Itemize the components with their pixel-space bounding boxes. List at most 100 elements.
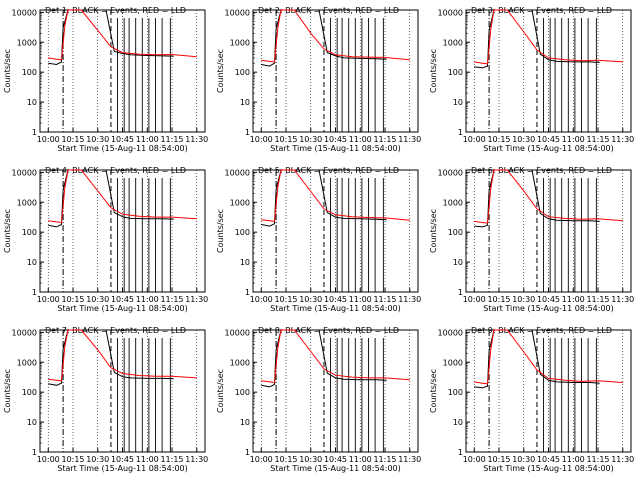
y-tick-label: 10000 xyxy=(225,8,250,17)
x-tick-label: 10:30 xyxy=(512,135,535,144)
x-tick-label: 10:00 xyxy=(250,455,273,464)
chart-panel-det-9: Det 9: BLACK = Events, RED = LLD11010010… xyxy=(429,326,634,473)
x-tick-label: 11:00 xyxy=(349,135,372,144)
series-lld-line xyxy=(261,329,410,384)
x-axis-label: Start Time (15-Aug-11 08:54:00) xyxy=(483,464,614,473)
series-events-line xyxy=(474,169,600,228)
x-tick-label: 11:30 xyxy=(185,135,208,144)
x-tick-label: 11:00 xyxy=(562,455,585,464)
x-tick-label: 11:30 xyxy=(611,295,634,304)
y-tick-label: 10000 xyxy=(225,328,250,337)
y-tick-label: 1000 xyxy=(230,198,250,207)
x-tick-label: 11:15 xyxy=(160,295,183,304)
x-tick-label: 10:30 xyxy=(86,455,109,464)
y-tick-label: 1000 xyxy=(443,38,463,47)
series-events-line xyxy=(261,9,387,67)
y-tick-label: 10 xyxy=(240,98,250,107)
y-tick-label: 1000 xyxy=(443,198,463,207)
x-axis-label: Start Time (15-Aug-11 08:54:00) xyxy=(270,304,401,313)
x-tick-label: 10:45 xyxy=(111,295,134,304)
x-tick-label: 11:00 xyxy=(349,295,372,304)
series-lld-line xyxy=(261,169,410,222)
x-tick-label: 10:15 xyxy=(61,135,84,144)
x-tick-label: 10:45 xyxy=(537,455,560,464)
y-tick-label: 100 xyxy=(22,388,37,397)
x-tick-label: 10:15 xyxy=(274,455,297,464)
x-tick-label: 11:15 xyxy=(373,295,396,304)
x-tick-label: 11:15 xyxy=(586,135,609,144)
x-tick-label: 10:30 xyxy=(299,295,322,304)
x-tick-label: 10:00 xyxy=(37,455,60,464)
y-tick-label: 100 xyxy=(22,68,37,77)
y-tick-label: 100 xyxy=(235,68,250,77)
x-tick-label: 11:15 xyxy=(373,455,396,464)
y-tick-label: 10 xyxy=(453,98,463,107)
y-tick-label: 100 xyxy=(235,388,250,397)
x-axis-label: Start Time (15-Aug-11 08:54:00) xyxy=(483,304,614,313)
y-axis-label: Counts/sec xyxy=(429,49,438,93)
y-axis-label: Counts/sec xyxy=(3,369,12,413)
y-tick-label: 10 xyxy=(453,418,463,427)
series-lld-line xyxy=(474,169,623,224)
series-events-line xyxy=(474,329,600,389)
x-tick-label: 11:15 xyxy=(373,135,396,144)
x-axis-label: Start Time (15-Aug-11 08:54:00) xyxy=(57,304,188,313)
y-tick-label: 1 xyxy=(245,288,250,297)
x-tick-label: 10:30 xyxy=(299,135,322,144)
x-tick-label: 10:15 xyxy=(61,295,84,304)
y-tick-label: 1 xyxy=(245,448,250,457)
y-tick-label: 1000 xyxy=(17,38,37,47)
y-tick-label: 1 xyxy=(245,128,250,137)
y-tick-label: 10 xyxy=(240,418,250,427)
x-tick-label: 11:15 xyxy=(160,135,183,144)
y-tick-label: 10000 xyxy=(438,8,463,17)
y-axis-label: Counts/sec xyxy=(3,209,12,253)
y-axis-label: Counts/sec xyxy=(3,49,12,93)
series-events-line xyxy=(48,9,174,66)
y-axis-label: Counts/sec xyxy=(216,209,225,253)
y-tick-label: 100 xyxy=(448,68,463,77)
x-tick-label: 10:00 xyxy=(463,455,486,464)
y-axis-label: Counts/sec xyxy=(429,209,438,253)
x-tick-label: 10:00 xyxy=(250,295,273,304)
x-tick-label: 10:30 xyxy=(86,295,109,304)
x-tick-label: 10:45 xyxy=(111,135,134,144)
series-lld-line xyxy=(261,9,410,63)
x-tick-label: 10:30 xyxy=(512,455,535,464)
series-lld-line xyxy=(48,169,197,224)
chart-panel-det-7: Det 7: BLACK = Events, RED = LLD11010010… xyxy=(3,326,208,473)
y-tick-label: 10 xyxy=(453,258,463,267)
x-tick-label: 10:00 xyxy=(37,295,60,304)
y-tick-label: 10000 xyxy=(12,8,37,17)
x-tick-label: 11:00 xyxy=(562,295,585,304)
series-lld-line xyxy=(474,9,623,65)
x-axis-label: Start Time (15-Aug-11 08:54:00) xyxy=(57,464,188,473)
y-tick-label: 1 xyxy=(32,288,37,297)
x-tick-label: 11:30 xyxy=(398,455,421,464)
x-tick-label: 11:30 xyxy=(611,455,634,464)
chart-panel-det-6: Det 6: BLACK = Events, RED = LLD11010010… xyxy=(429,166,634,313)
x-tick-label: 10:00 xyxy=(463,295,486,304)
x-tick-label: 10:45 xyxy=(324,135,347,144)
y-tick-label: 1 xyxy=(458,288,463,297)
x-tick-label: 11:00 xyxy=(136,455,159,464)
y-tick-label: 1000 xyxy=(17,358,37,367)
x-tick-label: 10:30 xyxy=(512,295,535,304)
y-tick-label: 100 xyxy=(235,228,250,237)
series-lld-line xyxy=(48,329,197,382)
y-tick-label: 10000 xyxy=(12,168,37,177)
y-tick-label: 10000 xyxy=(225,168,250,177)
chart-panel-det-2: Det 2: BLACK = Events, RED = LLD11010010… xyxy=(216,6,421,153)
y-tick-label: 100 xyxy=(448,388,463,397)
x-tick-label: 10:45 xyxy=(324,295,347,304)
x-tick-label: 10:15 xyxy=(61,455,84,464)
x-tick-label: 10:00 xyxy=(250,135,273,144)
y-tick-label: 1 xyxy=(32,448,37,457)
y-tick-label: 1000 xyxy=(230,358,250,367)
x-tick-label: 11:30 xyxy=(398,295,421,304)
series-events-line xyxy=(48,169,174,228)
x-tick-label: 11:00 xyxy=(136,135,159,144)
x-tick-label: 10:15 xyxy=(274,295,297,304)
series-lld-line xyxy=(48,9,197,61)
